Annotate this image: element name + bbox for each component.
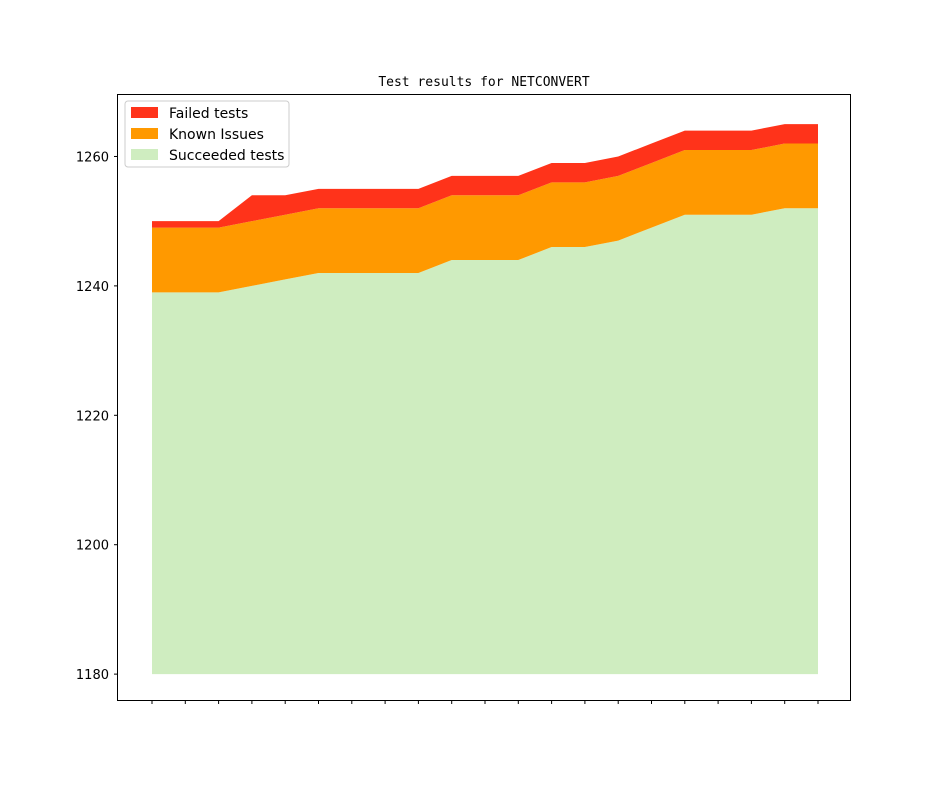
y-tick-label-1240: 1240 [76, 280, 109, 295]
x-axis: 0-0a959d410a3 [146, 700, 819, 784]
legend-swatch-succeeded-tests [131, 149, 158, 160]
plot-frame [117, 94, 851, 701]
area-known-issues [152, 143, 818, 293]
x-tick-label-0: 0-0a959d410a3 [146, 712, 156, 784]
y-tick-label-1260: 1260 [76, 150, 109, 165]
legend-box [124, 100, 290, 168]
chart-title: Test results for NETCONVERT [378, 75, 589, 90]
legend: Failed tests Known Issues Succeeded tests [124, 100, 290, 168]
y-tick-label-1220: 1220 [76, 409, 109, 424]
y-tick-label-1180: 1180 [76, 668, 109, 683]
area-series-group [152, 124, 818, 675]
legend-swatch-failed-tests [131, 107, 158, 118]
legend-swatch-known-issues [131, 128, 158, 139]
area-failed-tests [152, 124, 818, 228]
area-succeeded-tests [152, 208, 818, 675]
y-tick-label-1200: 1200 [76, 539, 109, 554]
y-axis: 1180 1200 1220 1240 1260 [76, 150, 118, 683]
legend-label-known-issues: Known Issues [169, 127, 264, 143]
legend-label-succeeded-tests: Succeeded tests [169, 148, 284, 164]
legend-label-failed-tests: Failed tests [169, 106, 248, 122]
